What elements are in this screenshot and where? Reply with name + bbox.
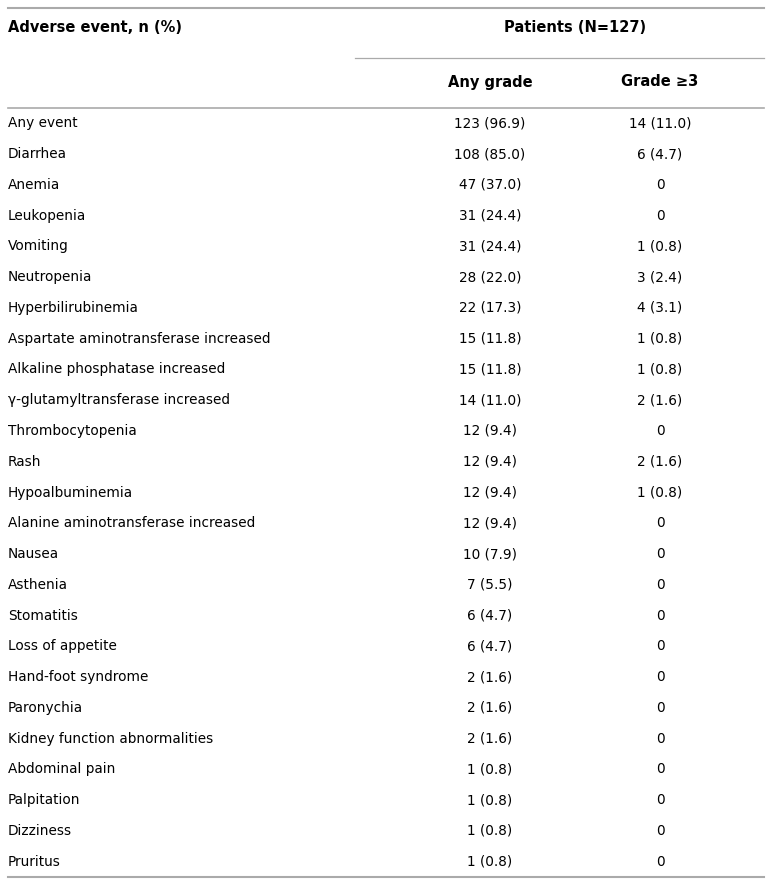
Text: Hand-foot syndrome: Hand-foot syndrome (8, 670, 148, 684)
Text: Hyperbilirubinemia: Hyperbilirubinemia (8, 301, 139, 315)
Text: Palpitation: Palpitation (8, 793, 80, 807)
Text: 0: 0 (655, 209, 665, 223)
Text: 15 (11.8): 15 (11.8) (459, 332, 521, 346)
Text: 1 (0.8): 1 (0.8) (467, 855, 513, 868)
Text: Kidney function abnormalities: Kidney function abnormalities (8, 732, 213, 745)
Text: 12 (9.4): 12 (9.4) (463, 516, 517, 530)
Text: Thrombocytopenia: Thrombocytopenia (8, 424, 137, 438)
Text: 0: 0 (655, 701, 665, 715)
Text: Aspartate aminotransferase increased: Aspartate aminotransferase increased (8, 332, 270, 346)
Text: 6 (4.7): 6 (4.7) (467, 639, 513, 653)
Text: Adverse event, n (%): Adverse event, n (%) (8, 19, 182, 35)
Text: 14 (11.0): 14 (11.0) (628, 117, 691, 130)
Text: Vomiting: Vomiting (8, 240, 69, 253)
Text: 1 (0.8): 1 (0.8) (467, 793, 513, 807)
Text: 12 (9.4): 12 (9.4) (463, 455, 517, 469)
Text: 3 (2.4): 3 (2.4) (638, 270, 682, 284)
Text: 31 (24.4): 31 (24.4) (459, 240, 521, 253)
Text: Alanine aminotransferase increased: Alanine aminotransferase increased (8, 516, 256, 530)
Text: 10 (7.9): 10 (7.9) (463, 547, 517, 561)
Text: Leukopenia: Leukopenia (8, 209, 86, 223)
Text: 0: 0 (655, 424, 665, 438)
Text: 0: 0 (655, 516, 665, 530)
Text: 15 (11.8): 15 (11.8) (459, 363, 521, 376)
Text: 0: 0 (655, 855, 665, 868)
Text: 31 (24.4): 31 (24.4) (459, 209, 521, 223)
Text: 2 (1.6): 2 (1.6) (467, 701, 513, 715)
Text: Any event: Any event (8, 117, 78, 130)
Text: Any grade: Any grade (448, 74, 533, 89)
Text: Anemia: Anemia (8, 178, 60, 192)
Text: 0: 0 (655, 639, 665, 653)
Text: 0: 0 (655, 824, 665, 838)
Text: 0: 0 (655, 762, 665, 776)
Text: 1 (0.8): 1 (0.8) (467, 824, 513, 838)
Text: Nausea: Nausea (8, 547, 59, 561)
Text: Abdominal pain: Abdominal pain (8, 762, 115, 776)
Text: 108 (85.0): 108 (85.0) (455, 147, 526, 161)
Text: 2 (1.6): 2 (1.6) (467, 732, 513, 745)
Text: 1 (0.8): 1 (0.8) (638, 486, 682, 499)
Text: 1 (0.8): 1 (0.8) (638, 240, 682, 253)
Text: 28 (22.0): 28 (22.0) (459, 270, 521, 284)
Text: Alkaline phosphatase increased: Alkaline phosphatase increased (8, 363, 225, 376)
Text: 0: 0 (655, 732, 665, 745)
Text: Patients (N=127): Patients (N=127) (504, 19, 646, 35)
Text: 7 (5.5): 7 (5.5) (467, 578, 513, 592)
Text: 0: 0 (655, 578, 665, 592)
Text: 1 (0.8): 1 (0.8) (638, 363, 682, 376)
Text: Dizziness: Dizziness (8, 824, 72, 838)
Text: 2 (1.6): 2 (1.6) (638, 455, 682, 469)
Text: Grade ≥3: Grade ≥3 (621, 74, 699, 89)
Text: 123 (96.9): 123 (96.9) (454, 117, 526, 130)
Text: 12 (9.4): 12 (9.4) (463, 424, 517, 438)
Text: 22 (17.3): 22 (17.3) (459, 301, 521, 315)
Text: 0: 0 (655, 547, 665, 561)
Text: 0: 0 (655, 793, 665, 807)
Text: Pruritus: Pruritus (8, 855, 61, 868)
Text: 2 (1.6): 2 (1.6) (638, 393, 682, 407)
Text: 6 (4.7): 6 (4.7) (467, 609, 513, 622)
Text: Rash: Rash (8, 455, 42, 469)
Text: Asthenia: Asthenia (8, 578, 68, 592)
Text: Paronychia: Paronychia (8, 701, 83, 715)
Text: Neutropenia: Neutropenia (8, 270, 93, 284)
Text: 47 (37.0): 47 (37.0) (459, 178, 521, 192)
Text: 4 (3.1): 4 (3.1) (638, 301, 682, 315)
Text: 0: 0 (655, 609, 665, 622)
Text: 2 (1.6): 2 (1.6) (467, 670, 513, 684)
Text: 14 (11.0): 14 (11.0) (459, 393, 521, 407)
Text: 0: 0 (655, 670, 665, 684)
Text: 12 (9.4): 12 (9.4) (463, 486, 517, 499)
Text: 1 (0.8): 1 (0.8) (467, 762, 513, 776)
Text: Diarrhea: Diarrhea (8, 147, 67, 161)
Text: 1 (0.8): 1 (0.8) (638, 332, 682, 346)
Text: Loss of appetite: Loss of appetite (8, 639, 117, 653)
Text: Stomatitis: Stomatitis (8, 609, 78, 622)
Text: γ-glutamyltransferase increased: γ-glutamyltransferase increased (8, 393, 230, 407)
Text: 6 (4.7): 6 (4.7) (638, 147, 682, 161)
Text: 0: 0 (655, 178, 665, 192)
Text: Hypoalbuminemia: Hypoalbuminemia (8, 486, 133, 499)
